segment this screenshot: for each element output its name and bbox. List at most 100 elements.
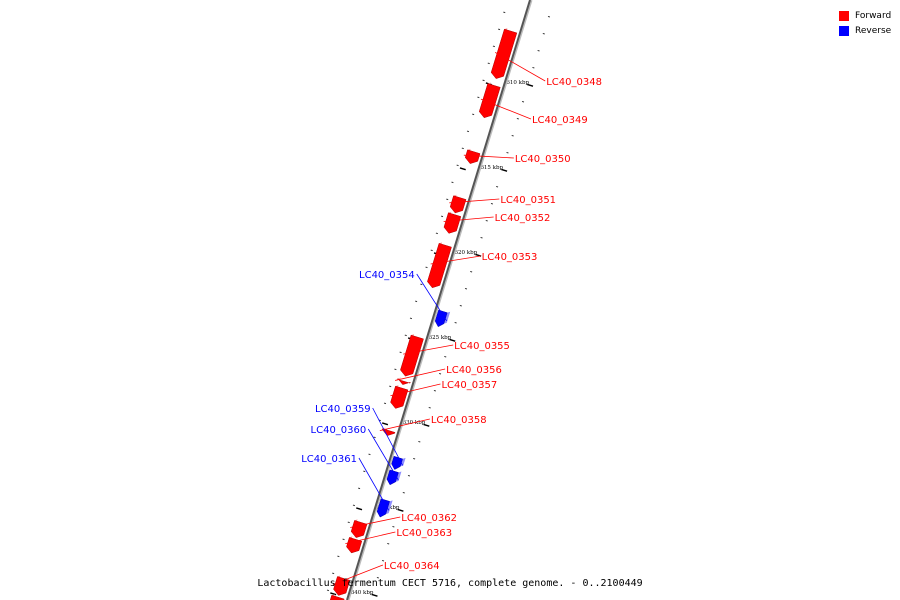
minor-tick xyxy=(451,181,454,184)
gene-leader-line xyxy=(379,418,430,431)
gene-leader-line xyxy=(443,216,494,222)
minor-tick xyxy=(409,317,413,320)
genome-caption: Lactobacillus fermentum CECT 5716, compl… xyxy=(257,578,643,589)
gene-label: LC40_0364 xyxy=(384,561,440,572)
minor-tick xyxy=(342,538,345,541)
gene-LC40_0354[interactable] xyxy=(434,309,451,328)
gene-arrow xyxy=(397,377,411,385)
minor-tick xyxy=(506,151,509,154)
minor-tick xyxy=(516,117,519,120)
minor-tick xyxy=(363,470,366,473)
major-tick xyxy=(356,507,363,511)
gene-arrow xyxy=(478,83,501,119)
gene-leader-line xyxy=(345,531,396,545)
gene-LC40_0363[interactable] xyxy=(346,536,363,554)
gene-LC40_0353[interactable] xyxy=(427,242,452,289)
minor-tick xyxy=(472,113,475,116)
gene-LC40_0357[interactable] xyxy=(390,385,409,409)
gene-label: LC40_0354 xyxy=(359,270,415,281)
gene-LC40_0356[interactable] xyxy=(397,377,411,385)
major-tick xyxy=(449,338,456,342)
minor-tick xyxy=(373,436,376,439)
minor-tick xyxy=(337,555,340,558)
gene-leader-line xyxy=(358,457,390,511)
gene-LC40_0365[interactable] xyxy=(328,594,345,600)
minor-tick xyxy=(444,355,447,358)
minor-tick xyxy=(542,32,545,35)
minor-tick xyxy=(495,185,499,188)
gene-leader-line xyxy=(372,407,404,466)
minor-tick xyxy=(376,576,379,579)
gene-LC40_0352[interactable] xyxy=(443,211,462,234)
gene-arrow xyxy=(427,243,452,289)
minor-tick xyxy=(532,66,535,69)
minor-tick xyxy=(521,100,525,103)
gene-label: LC40_0359 xyxy=(315,404,371,415)
gene-arrow xyxy=(350,520,368,538)
legend: Forward Reverse xyxy=(839,8,891,38)
minor-tick xyxy=(511,134,514,137)
minor-tick xyxy=(503,11,506,14)
major-tick-label: 630 kbp xyxy=(403,420,426,426)
gene-leader-line xyxy=(463,154,514,159)
gene-LC40_0361[interactable] xyxy=(376,498,393,518)
reverse-swatch xyxy=(839,25,849,36)
gene-label: LC40_0355 xyxy=(454,341,510,352)
minor-tick xyxy=(404,334,407,337)
minor-tick xyxy=(487,62,490,65)
gene-leader-line xyxy=(495,52,546,82)
gene-arrow xyxy=(400,334,424,377)
major-tick-label: 640 kbp xyxy=(351,590,374,596)
minor-tick xyxy=(497,28,501,31)
gene-arrow xyxy=(330,594,345,600)
gene-LC40_0355[interactable] xyxy=(400,334,424,377)
gene-arrow xyxy=(449,195,467,214)
minor-tick xyxy=(407,474,411,477)
gene-leader-line xyxy=(403,344,454,355)
gene-label: LC40_0356 xyxy=(446,365,502,376)
gene-arrow xyxy=(490,28,518,79)
minor-tick xyxy=(466,130,470,133)
major-tick xyxy=(371,593,378,597)
minor-tick xyxy=(418,440,421,443)
minor-tick xyxy=(485,219,488,222)
gene-LC40_0360[interactable] xyxy=(386,469,402,486)
minor-tick xyxy=(428,406,431,409)
minor-tick xyxy=(387,542,390,545)
gene-label: LC40_0357 xyxy=(441,380,497,391)
gene-side-face xyxy=(395,471,402,482)
minor-tick xyxy=(368,453,371,456)
minor-tick xyxy=(537,49,540,52)
gene-leader-line xyxy=(449,198,500,204)
major-tick-label: 610 kbp xyxy=(506,80,529,86)
minor-tick xyxy=(425,266,428,269)
backbone-line xyxy=(346,0,531,600)
gene-label: LC40_0363 xyxy=(396,528,452,539)
minor-tick xyxy=(381,559,385,562)
gene-LC40_0362[interactable] xyxy=(350,519,368,538)
minor-tick xyxy=(394,368,397,371)
minor-tick xyxy=(435,232,438,235)
minor-tick xyxy=(433,389,436,392)
gene-arrow xyxy=(376,498,390,518)
minor-tick xyxy=(392,525,395,528)
gene-side-face xyxy=(385,500,393,515)
minor-tick xyxy=(357,487,361,490)
gene-leader-line xyxy=(395,368,446,381)
minor-tick xyxy=(446,198,449,201)
gene-LC40_0349[interactable] xyxy=(478,82,501,119)
gene-features xyxy=(328,28,518,600)
gene-LC40_0364[interactable] xyxy=(333,575,351,596)
major-tick xyxy=(423,423,430,427)
minor-tick xyxy=(459,304,462,307)
gene-LC40_0348[interactable] xyxy=(490,28,518,79)
major-tick-label: 620 kbp xyxy=(455,250,478,256)
minor-tick xyxy=(438,372,442,375)
major-tick xyxy=(501,168,508,172)
minor-tick xyxy=(326,589,330,592)
minor-tick xyxy=(461,147,464,150)
gene-LC40_0351[interactable] xyxy=(449,194,467,214)
major-tick-label: 615 kbp xyxy=(480,165,503,171)
